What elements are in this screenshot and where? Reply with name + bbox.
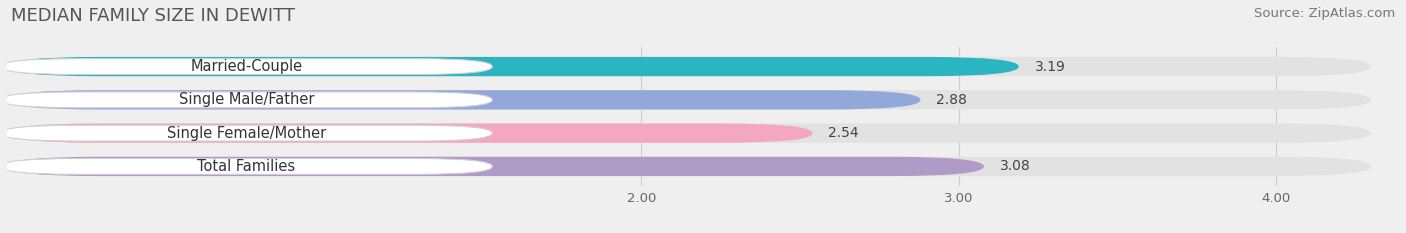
Text: 2.88: 2.88: [936, 93, 967, 107]
FancyBboxPatch shape: [0, 158, 492, 174]
FancyBboxPatch shape: [0, 92, 492, 108]
Text: Total Families: Total Families: [197, 159, 295, 174]
FancyBboxPatch shape: [0, 125, 492, 141]
FancyBboxPatch shape: [0, 59, 492, 75]
FancyBboxPatch shape: [7, 157, 984, 176]
Text: Source: ZipAtlas.com: Source: ZipAtlas.com: [1254, 7, 1395, 20]
Text: MEDIAN FAMILY SIZE IN DEWITT: MEDIAN FAMILY SIZE IN DEWITT: [11, 7, 295, 25]
Text: 3.08: 3.08: [1000, 159, 1031, 173]
FancyBboxPatch shape: [7, 157, 1371, 176]
FancyBboxPatch shape: [7, 90, 921, 110]
FancyBboxPatch shape: [7, 57, 1371, 76]
FancyBboxPatch shape: [7, 57, 1019, 76]
Text: 2.54: 2.54: [828, 126, 859, 140]
FancyBboxPatch shape: [7, 123, 813, 143]
Text: Married-Couple: Married-Couple: [190, 59, 302, 74]
Text: 3.19: 3.19: [1035, 60, 1066, 74]
Text: Single Female/Mother: Single Female/Mother: [167, 126, 326, 141]
FancyBboxPatch shape: [7, 123, 1371, 143]
Text: Single Male/Father: Single Male/Father: [179, 92, 315, 107]
FancyBboxPatch shape: [7, 90, 1371, 110]
